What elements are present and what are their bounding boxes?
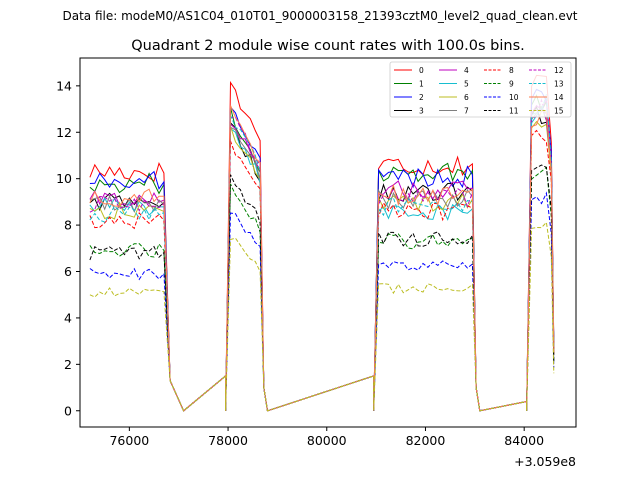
series-line-3 — [89, 105, 555, 412]
x-tick-label: 84000 — [504, 433, 544, 448]
legend-label-8: 8 — [509, 66, 514, 75]
legend-label-15: 15 — [554, 107, 564, 116]
y-tick-label: 4 — [64, 310, 72, 325]
y-tick-label: 14 — [56, 78, 72, 93]
legend-label-3: 3 — [419, 107, 424, 116]
data-file-label: Data file: modeM0/AS1C04_010T01_90000031… — [62, 9, 577, 23]
legend-label-14: 14 — [554, 93, 564, 102]
legend-label-7: 7 — [464, 107, 469, 116]
series-line-12 — [89, 98, 555, 412]
legend-label-0: 0 — [419, 66, 424, 75]
series-line-15 — [89, 221, 555, 412]
y-tick-label: 6 — [64, 264, 72, 279]
legend-box — [389, 61, 572, 118]
legend-label-9: 9 — [509, 80, 514, 89]
series-line-14 — [89, 105, 555, 412]
legend-label-6: 6 — [464, 93, 469, 102]
legend-label-13: 13 — [554, 80, 564, 89]
series-line-4 — [89, 98, 555, 412]
chart-title: Quadrant 2 module wise count rates with … — [131, 38, 525, 54]
y-tick-label: 8 — [64, 218, 72, 233]
x-offset-label: +3.059e8 — [514, 454, 576, 469]
y-tick-label: 12 — [56, 125, 72, 140]
legend-label-5: 5 — [464, 80, 469, 89]
x-tick-label: 80000 — [307, 433, 347, 448]
y-tick-label: 2 — [64, 357, 72, 372]
x-tick-label: 78000 — [208, 433, 248, 448]
plot-area — [89, 74, 555, 412]
y-tick-label: 0 — [64, 403, 72, 418]
legend-label-1: 1 — [419, 80, 424, 89]
series-line-7 — [89, 105, 555, 412]
x-tick-label: 76000 — [109, 433, 149, 448]
series-line-10 — [89, 191, 555, 412]
series-line-8 — [89, 129, 555, 412]
legend-label-2: 2 — [419, 93, 424, 102]
series-line-0 — [89, 74, 555, 412]
legend-label-4: 4 — [464, 66, 469, 75]
series-line-5 — [89, 106, 555, 412]
plot-frame — [79, 57, 577, 428]
legend-label-10: 10 — [509, 93, 519, 102]
series-line-13 — [89, 94, 555, 412]
series-line-9 — [89, 166, 555, 412]
legend-label-11: 11 — [509, 107, 519, 116]
legend-label-12: 12 — [554, 66, 564, 75]
x-tick-label: 82000 — [406, 433, 446, 448]
series-line-2 — [89, 88, 555, 412]
series-line-1 — [89, 94, 555, 412]
y-tick-label: 10 — [56, 171, 72, 186]
